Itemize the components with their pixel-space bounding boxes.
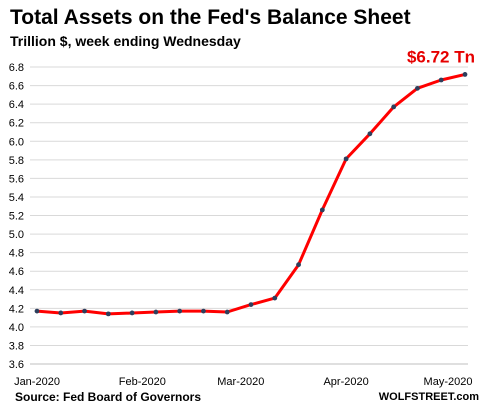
wolfstreet-credit: WOLFSTREET.com (378, 391, 479, 403)
y-tick-label: 5.6 (9, 173, 24, 185)
source-note: Source: Fed Board of Governors (15, 390, 202, 404)
data-point (177, 308, 183, 314)
data-point (153, 309, 159, 315)
data-point (462, 72, 468, 77)
y-tick-label: 4.8 (9, 248, 24, 260)
data-point (58, 310, 64, 316)
x-tick-label: Apr-2020 (323, 376, 368, 388)
data-point (343, 156, 349, 162)
data-point (319, 207, 325, 213)
y-tick-label: 6.0 (9, 136, 24, 148)
data-point (34, 308, 40, 314)
x-tick-label: Mar-2020 (217, 376, 264, 388)
data-point (296, 262, 301, 268)
data-point (248, 302, 254, 307)
data-point (224, 309, 230, 315)
data-point-markers (34, 72, 468, 317)
y-tick-label: 6.8 (9, 62, 24, 74)
series-line-layer (36, 72, 466, 316)
data-point (201, 308, 206, 314)
data-point (82, 308, 87, 314)
x-axis-tick-labels: Jan-2020 Feb-2020 Mar-2020 Apr-2020 May-2020 (14, 376, 472, 388)
y-tick-label: 4.0 (9, 322, 24, 334)
series-line (36, 72, 466, 316)
y-axis-tick-labels: 3.6 3.8 4.0 4.2 4.4 4.6 4.8 5.0 5.2 5.4 5.6 5.8 6.0 6… (9, 62, 24, 371)
y-tick-label: 5.8 (9, 155, 24, 167)
y-tick-label: 3.8 (9, 340, 24, 352)
y-tick-label: 6.2 (9, 118, 24, 130)
latest-value-annotation: $6.72 Tn (407, 47, 475, 66)
chart-subtitle: Trillion $, week ending Wednesday (10, 33, 241, 49)
data-point (105, 311, 111, 317)
y-tick-label: 6.6 (9, 81, 24, 93)
gridlines (30, 66, 468, 365)
data-point (391, 104, 397, 110)
y-tick-label: 4.6 (9, 266, 24, 278)
y-tick-label: 5.2 (9, 211, 24, 223)
y-tick-label: 5.4 (9, 192, 24, 204)
x-tick-label: Jan-2020 (14, 376, 60, 388)
y-tick-label: 4.4 (9, 285, 24, 297)
y-tick-label: 4.2 (9, 303, 24, 315)
chart-title: Total Assets on the Fed's Balance Sheet (10, 6, 411, 29)
data-point (438, 77, 444, 83)
x-tick-label: May-2020 (424, 376, 473, 388)
data-point (129, 310, 135, 316)
y-tick-label: 3.6 (9, 359, 24, 371)
data-point (367, 131, 373, 137)
data-point (272, 295, 278, 301)
y-tick-label: 6.4 (9, 99, 24, 111)
data-point (415, 85, 420, 91)
x-tick-label: Feb-2020 (119, 376, 166, 388)
y-tick-label: 5.0 (9, 229, 24, 241)
